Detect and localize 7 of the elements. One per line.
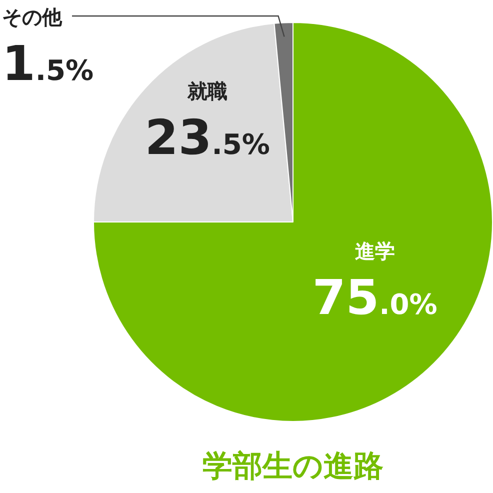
data-label: 1.5% — [2, 36, 94, 92]
slice-label: その他 — [2, 5, 63, 29]
slice-label: 進学 — [354, 238, 395, 263]
text: 学部生の進路 — [202, 448, 384, 486]
data-label: 75.0% — [312, 270, 438, 326]
slice-label: 就職 — [186, 79, 228, 104]
data-label: 23.5% — [144, 110, 270, 166]
